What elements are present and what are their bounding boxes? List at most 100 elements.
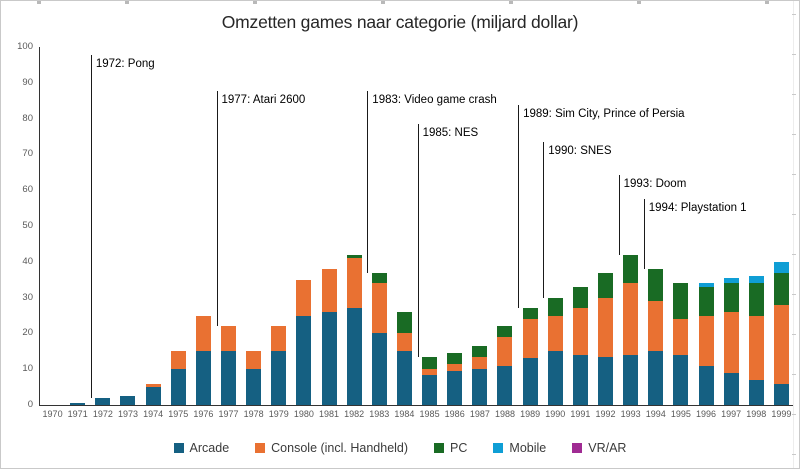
x-axis-tick-label: 1972: [92, 409, 113, 419]
bar-segment-1989-pc: [522, 308, 538, 320]
bar-segment-1974-console: [145, 383, 161, 388]
x-axis-tick-label: 1996: [696, 409, 717, 419]
bar-segment-1990-pc: [547, 297, 563, 316]
legend-label-console: Console (incl. Handheld): [271, 441, 409, 455]
bar-segment-1986-pc: [447, 353, 463, 364]
x-axis-tick-label: 1986: [444, 409, 465, 419]
bar-segment-1993-arcade: [623, 354, 639, 405]
y-axis-tick-label: 70: [22, 148, 33, 160]
bar-segment-1980-arcade: [296, 315, 312, 405]
bar-segment-1981-arcade: [321, 311, 337, 405]
bar-segment-1977-arcade: [221, 351, 236, 405]
bar-segment-1987-console: [472, 356, 488, 370]
annotation-line-1985: [417, 124, 419, 357]
annotation-label-1989: 1989: Sim City, Prince of Persia: [523, 108, 685, 120]
x-axis-tick-label: 1987: [469, 409, 490, 419]
bar-segment-1972-arcade: [95, 397, 111, 405]
x-axis-tick-label: 1985: [419, 409, 440, 419]
bar-segment-1975-arcade: [170, 369, 186, 405]
x-axis-tick-label: 1999: [771, 409, 792, 419]
bar-segment-1983-console: [371, 283, 387, 334]
cell-gridline-tick: [792, 14, 796, 15]
plot-area: 0 10 20 30 40 50 60 70 80 90 100 1970 1971 1972 1973 19…: [17, 41, 794, 419]
y-axis-tick-label: 10: [22, 363, 33, 375]
cell-gridline-tick: [792, 294, 796, 295]
bar-segment-1989-arcade: [522, 358, 538, 405]
bar-segment-1990-arcade: [547, 351, 563, 405]
bar-segment-1978-arcade: [246, 369, 262, 405]
bar-segment-1983-pc: [371, 272, 387, 284]
x-axis-tick-label: 1975: [168, 409, 189, 419]
x-axis-tick-label: 1982: [344, 409, 365, 419]
bar-segment-1997-arcade: [723, 372, 739, 405]
cell-gridline-tick: [125, 1, 129, 4]
y-axis-tick-label: 20: [22, 327, 33, 339]
cell-gridline-tick: [792, 174, 796, 175]
y-axis-tick-label: 90: [22, 76, 33, 88]
legend-swatch-vrar-icon: [572, 443, 583, 453]
x-axis-tick-label: 1979: [268, 409, 289, 419]
cell-gridline-tick: [253, 1, 257, 4]
bar-segment-1985-pc: [422, 356, 438, 370]
bar-segment-1988-console: [497, 337, 513, 366]
chart-legend: Arcade Console (incl. Handheld) PC Mobile VR…: [1, 439, 799, 457]
y-axis-tick-label: 50: [22, 220, 33, 231]
bar-segment-1997-mobile: [723, 277, 739, 284]
bar-segment-1995-pc: [673, 283, 689, 320]
x-axis-tick-label: 1983: [369, 409, 390, 419]
bar-segment-1994-arcade: [648, 351, 664, 405]
annotation-label-1983: 1983: Video game crash: [372, 94, 497, 106]
x-axis-tick-label: 1994: [645, 409, 666, 419]
bar-segment-1998-arcade: [748, 379, 764, 405]
legend-swatch-mobile-icon: [493, 443, 504, 453]
bar-segment-1995-console: [673, 319, 689, 355]
y-axis-tick-label: 0: [27, 399, 33, 410]
annotation-label-1993: 1993: Doom: [623, 178, 687, 190]
x-axis-tick-label: 1995: [670, 409, 691, 419]
bar-segment-1990-console: [547, 315, 563, 352]
bar-segment-1984-pc: [396, 311, 412, 334]
bar-segment-1986-arcade: [447, 371, 463, 405]
bar-segment-1988-pc: [497, 326, 513, 337]
annotation-label-1972: 1972: Pong: [95, 58, 155, 70]
bar-segment-1987-arcade: [472, 369, 488, 405]
bar-segment-1973-arcade: [120, 396, 136, 405]
bar-segment-1982-console: [346, 258, 362, 309]
x-axis-tick-label: 1998: [746, 409, 767, 419]
legend-item-vrar: VR/AR: [572, 441, 626, 455]
x-axis-tick-label: 1973: [117, 409, 138, 419]
bar-segment-1994-console: [648, 301, 664, 352]
bar-segment-1985-console: [422, 369, 438, 375]
y-axis-tick-label: 30: [22, 291, 33, 303]
bar-segment-1996-arcade: [698, 365, 714, 405]
annotation-line-1983: [367, 91, 369, 273]
bar-segment-1998-console: [748, 315, 764, 380]
cell-gridline-tick: [792, 254, 796, 255]
legend-label-vrar: VR/AR: [588, 441, 627, 455]
x-axis-tick-label: 1991: [570, 409, 591, 419]
x-axis-tick-label: 1971: [67, 409, 88, 419]
bar-segment-1987-pc: [472, 345, 488, 357]
bar-segment-1998-pc: [748, 283, 764, 316]
chart-title: Omzetten games naar categorie (miljard d…: [221, 12, 579, 32]
bar-segment-1971-arcade: [70, 402, 86, 405]
bar-segment-1982-arcade: [346, 308, 362, 405]
annotation-label-1994: 1994: Playstation 1: [648, 202, 747, 214]
cell-gridline-tick: [792, 454, 796, 455]
bar-segment-1993-console: [623, 283, 639, 355]
cell-gridline: [793, 1, 794, 468]
y-axis-tick-label: 80: [22, 112, 33, 124]
legend-swatch-console-icon: [255, 443, 266, 453]
bar-segment-1998-mobile: [748, 276, 764, 284]
legend-item-console: Console (incl. Handheld): [255, 441, 408, 455]
bar-segment-1999-mobile: [773, 261, 789, 273]
bar-segment-1985-arcade: [422, 374, 438, 405]
cell-gridline-tick: [792, 214, 796, 215]
cell-gridline-tick: [381, 1, 385, 4]
bar-segment-1995-arcade: [673, 354, 689, 405]
cell-gridline-tick: [509, 1, 513, 4]
bar-segment-1981-console: [321, 268, 337, 312]
bar-segment-1978-console: [246, 351, 262, 370]
cell-gridline-tick: [792, 54, 796, 55]
